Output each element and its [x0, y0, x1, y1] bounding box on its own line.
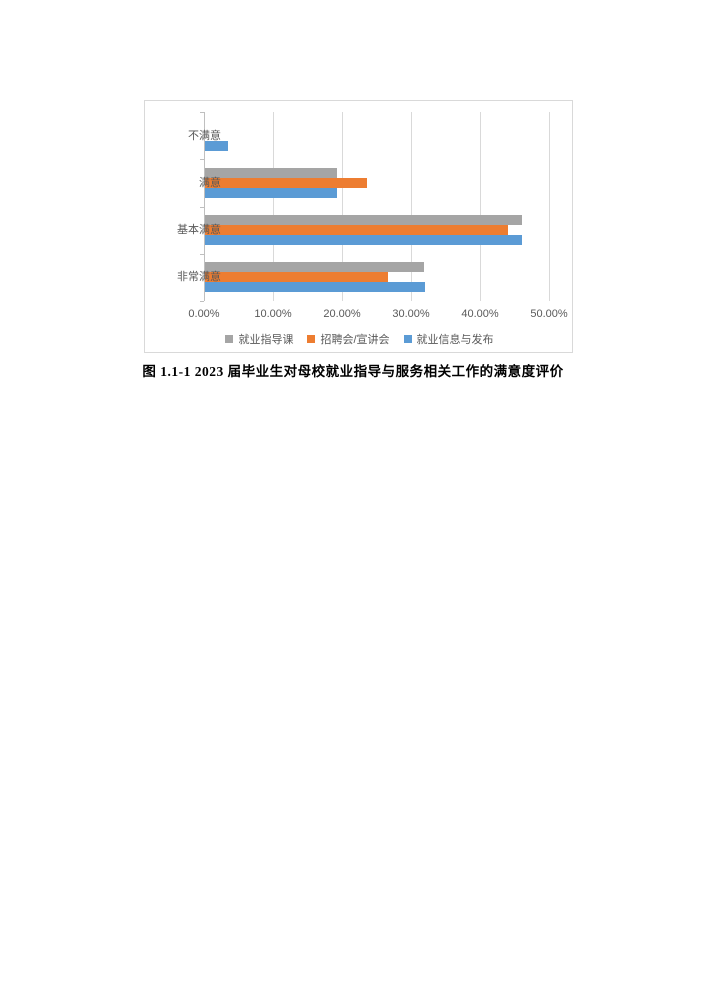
chart-bar: [205, 272, 388, 282]
category-axis-tick: [200, 112, 204, 113]
x-axis-tick-label: 40.00%: [461, 308, 499, 320]
figure-caption: 图 1.1-1 2023 届毕业生对母校就业指导与服务相关工作的满意度评价: [142, 364, 564, 379]
chart-bar: [205, 235, 522, 245]
gridline: [480, 112, 481, 301]
category-label: 非常满意: [177, 271, 221, 283]
x-axis-tick-label: 0.00%: [188, 308, 220, 320]
gridline: [273, 112, 274, 301]
legend-item: 就业指导课: [225, 331, 293, 347]
category-axis-line: [204, 112, 205, 301]
category-axis-tick: [200, 207, 204, 208]
chart-bar: [205, 178, 367, 188]
gridline: [411, 112, 412, 301]
legend-label: 就业信息与发布: [416, 334, 494, 346]
chart-bar: [205, 215, 522, 225]
x-axis-tick-label: 30.00%: [392, 308, 430, 320]
legend-label: 招聘会/宣讲会: [320, 334, 390, 346]
chart-bar: [205, 188, 337, 198]
legend-swatch: [225, 335, 234, 343]
chart-bar: [205, 141, 228, 151]
category-label: 满意: [199, 177, 221, 189]
category-axis-tick: [200, 301, 204, 302]
gridline: [549, 112, 550, 301]
x-axis-tick-label: 10.00%: [254, 308, 292, 320]
chart-bar: [205, 282, 425, 292]
legend-item: 招聘会/宣讲会: [307, 331, 390, 347]
chart-plot-area: [200, 112, 550, 302]
legend-item: 就业信息与发布: [403, 331, 494, 347]
chart-bar: [205, 262, 424, 272]
legend-swatch: [307, 335, 316, 343]
category-label: 不满意: [188, 130, 221, 142]
category-axis-tick: [200, 159, 204, 160]
category-label: 基本满意: [177, 224, 221, 236]
legend-label: 就业指导课: [238, 334, 294, 346]
x-axis-tick-label: 50.00%: [530, 308, 568, 320]
category-axis-tick: [200, 254, 204, 255]
satisfaction-bar-chart: 不满意满意基本满意非常满意 0.00% 10.00% 20.00% 30.00% 40.…: [144, 100, 573, 353]
gridline: [342, 112, 343, 301]
chart-legend: 就业指导课 招聘会/宣讲会 就业信息与发布: [145, 331, 574, 347]
chart-bar: [205, 168, 337, 178]
x-axis-tick-label: 20.00%: [323, 308, 361, 320]
chart-bar: [205, 225, 508, 235]
legend-swatch: [403, 335, 412, 343]
